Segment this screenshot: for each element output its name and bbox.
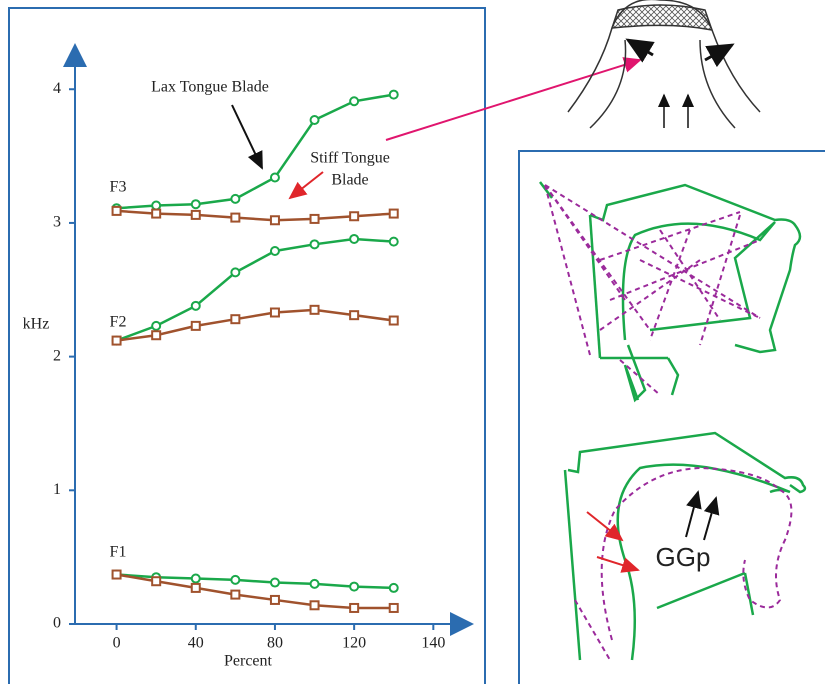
formant-label: F3	[110, 179, 127, 196]
point	[192, 302, 200, 310]
point	[390, 91, 398, 99]
y-tick-label: 1	[53, 481, 61, 498]
vocal-tract-upper	[540, 182, 800, 400]
point	[152, 577, 160, 585]
point	[152, 210, 160, 218]
point	[311, 306, 319, 314]
point	[311, 580, 319, 588]
point	[231, 268, 239, 276]
y-tick-label: 2	[53, 347, 61, 364]
point	[231, 214, 239, 222]
point	[271, 216, 279, 224]
lax-arrow	[232, 105, 262, 168]
point	[350, 311, 358, 319]
point	[113, 571, 121, 579]
x-tick-label: 140	[421, 635, 445, 652]
point	[113, 207, 121, 215]
point	[350, 212, 358, 220]
stiff-arrow	[290, 172, 323, 198]
point	[231, 195, 239, 203]
figure: Percent kHz GGp 0 1 2 3 40 4	[0, 0, 825, 684]
point	[152, 202, 160, 210]
point	[390, 604, 398, 612]
point	[231, 576, 239, 584]
point	[192, 322, 200, 330]
x-tick-label: 120	[342, 635, 366, 652]
series-annotation: Stiff Tongue	[310, 150, 390, 167]
y-tick-label: 0	[53, 615, 61, 632]
point	[390, 210, 398, 218]
series-annotation: Blade	[331, 172, 368, 189]
point	[271, 579, 279, 587]
point	[152, 331, 160, 339]
point	[271, 309, 279, 317]
point	[311, 240, 319, 248]
point	[192, 575, 200, 583]
point	[390, 238, 398, 246]
x-tick-label: 0	[113, 635, 121, 652]
point	[192, 211, 200, 219]
muscle-label: GGp	[656, 542, 711, 572]
point	[192, 584, 200, 592]
point	[350, 604, 358, 612]
point	[271, 173, 279, 181]
x-axis-label: Percent	[224, 653, 273, 670]
point	[192, 200, 200, 208]
point	[311, 116, 319, 124]
y-tick-label: 3	[53, 214, 61, 231]
point	[231, 315, 239, 323]
tongue-sketch	[568, 0, 760, 128]
point	[390, 317, 398, 325]
point	[271, 247, 279, 255]
point	[311, 601, 319, 609]
point	[350, 583, 358, 591]
red-arrow	[597, 557, 638, 570]
x-tick-label: 80	[267, 635, 283, 652]
point	[390, 584, 398, 592]
muscle-lines	[545, 185, 760, 395]
diagram-frame	[519, 151, 825, 684]
point	[350, 235, 358, 243]
point	[271, 596, 279, 604]
chart-frame	[9, 8, 485, 684]
formant-label: F1	[110, 544, 127, 561]
point	[152, 322, 160, 330]
point	[311, 215, 319, 223]
point	[350, 97, 358, 105]
black-arrow	[704, 498, 716, 540]
black-arrow	[686, 492, 698, 537]
y-axis-label: kHz	[23, 316, 50, 333]
formant-label: F2	[110, 314, 127, 331]
series-annotation: Lax Tongue Blade	[151, 79, 269, 96]
x-tick-label: 40	[188, 635, 204, 652]
y-tick-label: 4	[53, 80, 61, 97]
point	[231, 591, 239, 599]
link-arrow	[386, 60, 640, 140]
point	[113, 337, 121, 345]
